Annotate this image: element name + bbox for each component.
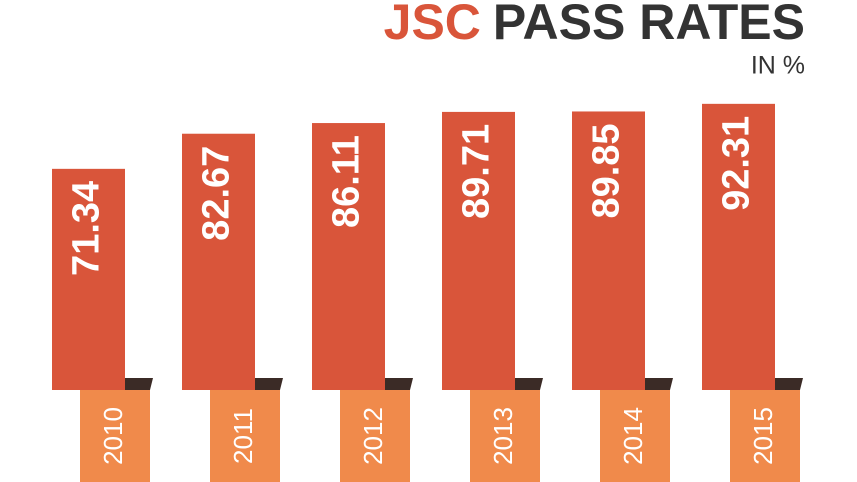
- value-label: 71.34: [66, 181, 108, 276]
- bar: [52, 168, 125, 390]
- title-rest: PASS RATES: [493, 0, 805, 50]
- value-label: 89.71: [456, 124, 498, 219]
- ribbon-tab: [470, 390, 540, 482]
- ribbon-fold: [125, 378, 153, 390]
- x-tick-label: 2010: [98, 407, 128, 465]
- x-tick-label: 2012: [358, 407, 388, 465]
- bar: [702, 103, 775, 391]
- x-tick-label: 2015: [748, 407, 778, 465]
- bar: [182, 133, 255, 390]
- bar: [572, 111, 645, 390]
- ribbon-fold: [385, 378, 413, 390]
- ribbon-tab: [730, 390, 800, 482]
- ribbon-fold: [255, 378, 283, 390]
- x-tick-label: 2013: [488, 407, 518, 465]
- chart-title: JSC PASS RATES: [384, 0, 805, 50]
- ribbon-tab: [600, 390, 670, 482]
- bar: [312, 123, 385, 391]
- x-tick-label: 2011: [228, 408, 258, 464]
- ribbon-tab: [210, 390, 280, 482]
- ribbon-tab: [80, 390, 150, 482]
- ribbon-fold: [515, 378, 543, 390]
- value-label: 86.11: [326, 135, 368, 228]
- ribbon-tab: [340, 390, 410, 482]
- ribbon-fold: [775, 378, 803, 390]
- ribbon-fold: [645, 378, 673, 390]
- value-label: 89.85: [586, 123, 628, 218]
- title-highlight: JSC: [384, 0, 481, 50]
- bar: [442, 111, 515, 391]
- chart-subtitle: IN %: [751, 52, 805, 80]
- value-label: 92.31: [716, 116, 758, 211]
- value-label: 82.67: [196, 146, 238, 241]
- x-tick-label: 2014: [618, 407, 648, 465]
